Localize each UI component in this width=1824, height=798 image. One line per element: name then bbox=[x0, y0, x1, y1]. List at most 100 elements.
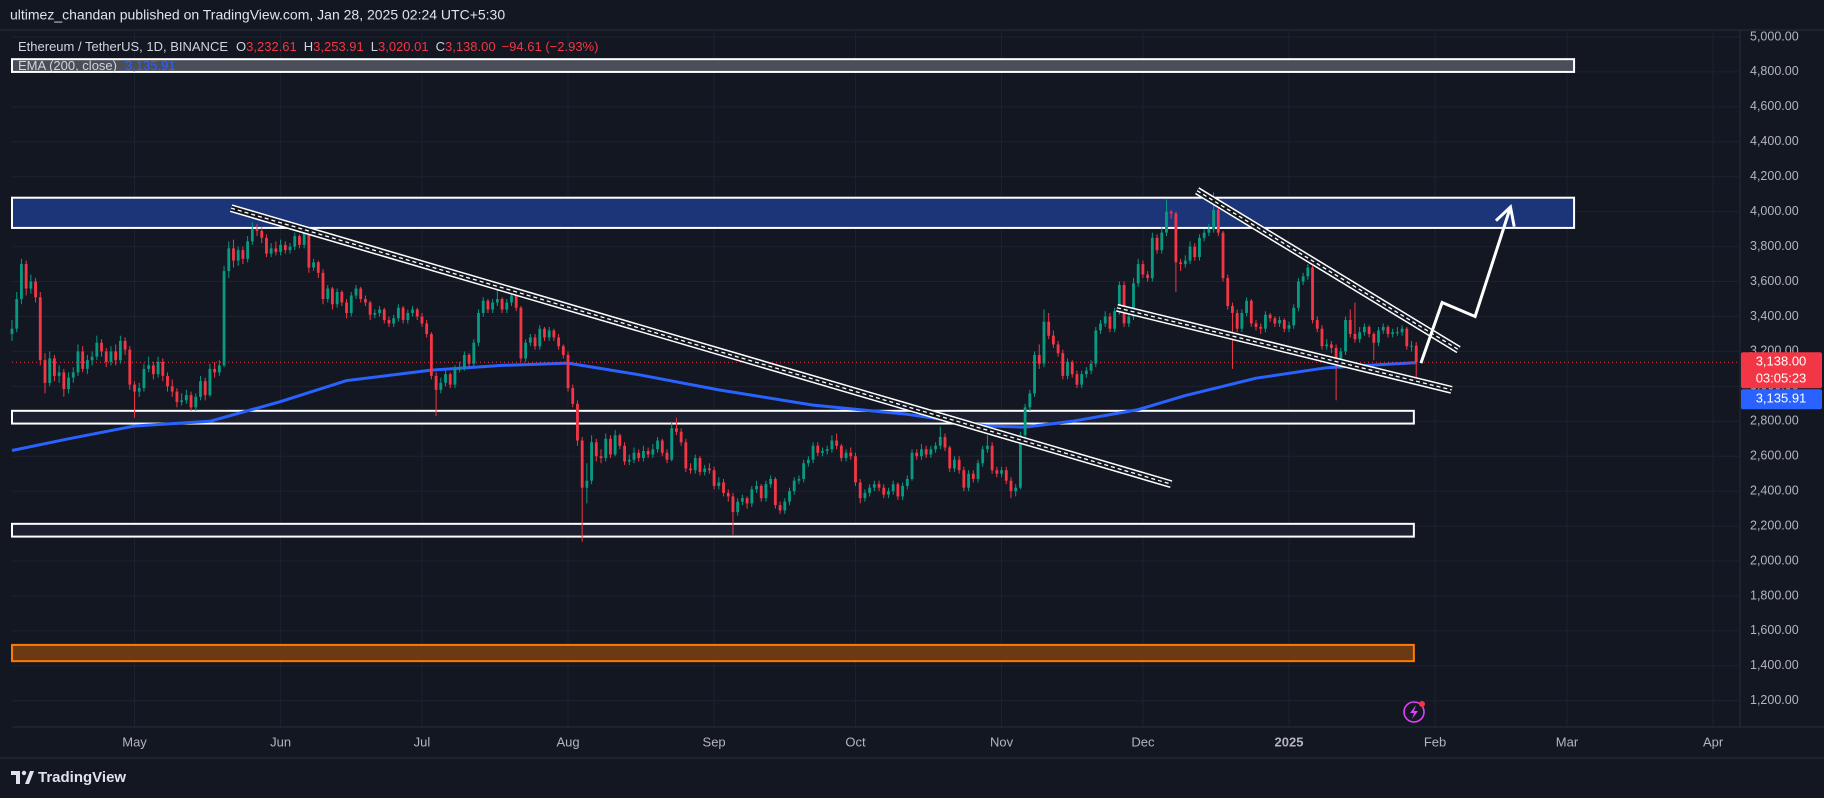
arrow-head bbox=[1494, 203, 1516, 227]
candle-body bbox=[189, 395, 193, 408]
candle-body bbox=[722, 482, 725, 493]
candle-body bbox=[693, 457, 697, 471]
candle-body bbox=[891, 484, 895, 492]
candle-body bbox=[1391, 332, 1395, 334]
candle-body bbox=[147, 365, 151, 369]
candle-body bbox=[439, 382, 443, 390]
candle-body bbox=[1132, 283, 1135, 317]
candle-body bbox=[957, 459, 961, 471]
candle-body bbox=[524, 342, 528, 359]
candle-body bbox=[915, 452, 919, 457]
candle-body bbox=[811, 445, 815, 460]
candle-body bbox=[166, 375, 169, 387]
candle-body bbox=[1410, 345, 1413, 347]
x-tick-label: Nov bbox=[990, 734, 1014, 749]
candle-body bbox=[821, 450, 824, 453]
legend-value: 3,138.00 bbox=[445, 39, 496, 54]
alert-icon[interactable] bbox=[1403, 701, 1425, 723]
candle-body bbox=[1221, 232, 1225, 279]
candle-body bbox=[1165, 211, 1168, 233]
candle-body bbox=[901, 485, 905, 497]
candle-body bbox=[788, 491, 791, 502]
candle-body bbox=[255, 229, 259, 231]
candle-body bbox=[453, 368, 457, 385]
legend-key: H bbox=[304, 39, 313, 54]
x-tick-label: May bbox=[122, 734, 147, 749]
candle-body bbox=[1141, 264, 1145, 275]
candle-body bbox=[1292, 307, 1296, 326]
candle-body bbox=[1193, 246, 1197, 258]
candle-body bbox=[241, 250, 245, 259]
candle-body bbox=[632, 452, 636, 460]
candle-body bbox=[557, 337, 561, 347]
candle-body bbox=[302, 232, 306, 245]
logo-part bbox=[21, 770, 27, 776]
candle-body bbox=[1381, 326, 1385, 331]
candle-body bbox=[15, 299, 19, 329]
axes: 1,200.00 1,400.00 1,600.00 1,800.00 2,000.00… bbox=[12, 29, 1824, 749]
candle-body bbox=[887, 491, 890, 495]
candle-body bbox=[1117, 285, 1121, 312]
candle-body bbox=[227, 248, 231, 272]
candle-body bbox=[1325, 344, 1329, 347]
candle-body bbox=[764, 484, 768, 499]
y-tick-label: 1,400.00 bbox=[1750, 658, 1799, 672]
alert-circle[interactable] bbox=[1403, 701, 1425, 723]
candle-body bbox=[1353, 333, 1357, 340]
candle-body bbox=[528, 337, 532, 343]
candle-body bbox=[1103, 316, 1107, 324]
candle-body bbox=[81, 351, 85, 369]
candle-body bbox=[222, 271, 226, 366]
trendline bbox=[230, 207, 1172, 485]
candle-body bbox=[260, 230, 264, 238]
candle-body bbox=[929, 449, 933, 455]
candle-body bbox=[985, 445, 989, 450]
x-tick-label: Oct bbox=[845, 734, 866, 749]
legend-key: O bbox=[236, 39, 246, 54]
candle-body bbox=[1306, 267, 1310, 277]
candle-body bbox=[1287, 325, 1291, 329]
candle-body bbox=[151, 365, 155, 375]
legend-row: Ethereum / TetherUS, 1D, BINANCE O3,232.6… bbox=[18, 39, 598, 54]
candle-body bbox=[477, 312, 480, 343]
candle-body bbox=[495, 299, 499, 303]
candle-body bbox=[689, 468, 692, 471]
candle-body bbox=[825, 449, 829, 451]
alert-bolt[interactable] bbox=[1410, 705, 1418, 719]
candle-body bbox=[910, 452, 914, 479]
candle-body bbox=[387, 319, 391, 324]
candle-body bbox=[533, 337, 537, 347]
candle-body bbox=[651, 449, 655, 455]
y-tick-label: 2,800.00 bbox=[1750, 414, 1799, 428]
candle-body bbox=[1344, 319, 1347, 352]
candle-body bbox=[161, 361, 165, 376]
ema-tag bbox=[1741, 389, 1822, 410]
candle-body bbox=[29, 281, 33, 289]
candle-body bbox=[637, 452, 641, 458]
candle-body bbox=[1000, 470, 1003, 474]
candle-body bbox=[142, 368, 146, 389]
candle-body bbox=[293, 236, 297, 247]
candle-body bbox=[1155, 237, 1159, 251]
countdown-label: 03:05:23 bbox=[1756, 371, 1807, 386]
y-tick-label: 2,600.00 bbox=[1750, 449, 1799, 463]
candle-body bbox=[71, 372, 75, 378]
candle-body bbox=[740, 498, 744, 502]
candle-body bbox=[618, 435, 622, 446]
candle-body bbox=[118, 340, 122, 361]
candle-body bbox=[373, 312, 377, 315]
candle-body bbox=[43, 360, 47, 383]
candle-body bbox=[1023, 407, 1027, 436]
y-tick-label: 1,800.00 bbox=[1750, 588, 1799, 602]
candle-body bbox=[425, 323, 429, 334]
candle-body bbox=[561, 346, 565, 355]
x-tick-label: Mar bbox=[1556, 734, 1579, 749]
ema-line bbox=[11, 361, 1417, 452]
candle-body bbox=[184, 395, 188, 401]
candle-body bbox=[1080, 374, 1084, 385]
candle-body bbox=[547, 330, 551, 338]
candle-body bbox=[349, 295, 353, 313]
candle-body bbox=[590, 442, 594, 481]
logo-part bbox=[25, 771, 34, 784]
